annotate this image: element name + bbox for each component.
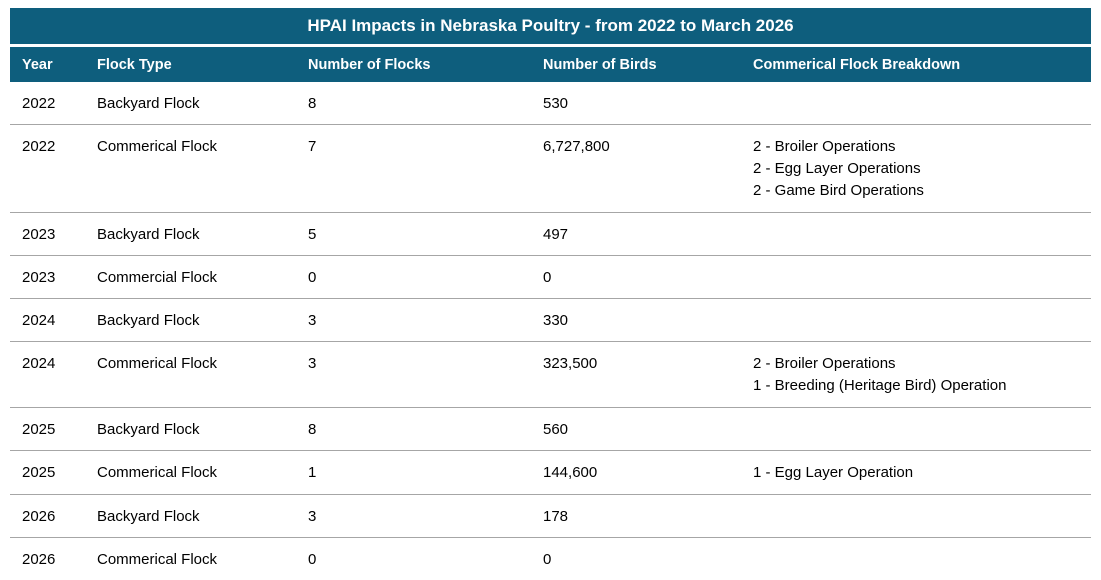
num-birds-cell: 530 (543, 95, 569, 112)
table-row: 2026 Commerical Flock 0 0 (10, 538, 1091, 580)
table-title: HPAI Impacts in Nebraska Poultry - from … (10, 8, 1091, 44)
flock-type-cell: Backyard Flock (97, 95, 200, 112)
num-birds-cell: 0 (543, 269, 552, 286)
breakdown-line: 2 - Broiler Operations (753, 355, 896, 372)
year-cell: 2023 (22, 269, 56, 286)
table-row: 2023 Commercial Flock 0 0 (10, 256, 1091, 299)
year-cell: 2022 (22, 95, 56, 112)
column-header-breakdown: Commerical Flock Breakdown (753, 56, 961, 73)
num-flocks-cell: 8 (308, 95, 317, 112)
num-birds-cell: 178 (543, 508, 569, 525)
table-row: 2026 Backyard Flock 3 178 (10, 495, 1091, 538)
breakdown-cell: 2 - Broiler Operations 1 - Breeding (Heri… (753, 353, 1091, 397)
column-header-flock-type: Flock Type (97, 56, 172, 73)
table-header-row: Year Flock Type Number of Flocks Number … (10, 47, 1091, 82)
table-body: 2022 Backyard Flock 8 530 2022 Commerical Flo… (10, 82, 1091, 580)
flock-type-cell: Commerical Flock (97, 464, 218, 481)
table-row: 2025 Commerical Flock 1 144,600 1 - Egg Laye… (10, 451, 1091, 495)
year-cell: 2024 (22, 312, 56, 329)
flock-type-cell: Backyard Flock (97, 226, 200, 243)
num-birds-cell: 323,500 (543, 355, 598, 372)
num-birds-cell: 144,600 (543, 464, 598, 481)
flock-type-cell: Backyard Flock (97, 508, 200, 525)
flock-type-cell: Commerical Flock (97, 138, 218, 155)
num-flocks-cell: 0 (308, 551, 317, 568)
year-cell: 2022 (22, 138, 56, 155)
flock-type-cell: Commercial Flock (97, 269, 218, 286)
year-cell: 2026 (22, 551, 56, 568)
num-flocks-cell: 3 (308, 355, 317, 372)
year-cell: 2026 (22, 508, 56, 525)
flock-type-cell: Commerical Flock (97, 355, 218, 372)
flock-type-cell: Commerical Flock (97, 551, 218, 568)
year-cell: 2023 (22, 226, 56, 243)
column-header-num-birds: Number of Birds (543, 56, 657, 73)
num-birds-cell: 560 (543, 421, 569, 438)
table-row: 2022 Commerical Flock 7 6,727,800 2 - Broile… (10, 125, 1091, 213)
table-row: 2022 Backyard Flock 8 530 (10, 82, 1091, 125)
year-cell: 2025 (22, 421, 56, 438)
hpai-table: HPAI Impacts in Nebraska Poultry - from … (10, 8, 1091, 580)
num-flocks-cell: 0 (308, 269, 317, 286)
num-birds-cell: 330 (543, 312, 569, 329)
num-flocks-cell: 3 (308, 508, 317, 525)
breakdown-cell: 2 - Broiler Operations 2 - Egg Layer Oper… (753, 136, 1091, 202)
year-cell: 2024 (22, 355, 56, 372)
breakdown-line: 2 - Game Bird Operations (753, 182, 924, 199)
breakdown-line: 1 - Egg Layer Operation (753, 464, 914, 481)
table-row: 2024 Backyard Flock 3 330 (10, 299, 1091, 342)
table-row: 2023 Backyard Flock 5 497 (10, 213, 1091, 256)
flock-type-cell: Backyard Flock (97, 312, 200, 329)
breakdown-line: 2 - Broiler Operations (753, 138, 896, 155)
column-header-num-flocks: Number of Flocks (308, 56, 431, 73)
column-header-year: Year (22, 56, 53, 73)
breakdown-cell: 1 - Egg Layer Operation (753, 462, 1091, 484)
num-flocks-cell: 8 (308, 421, 317, 438)
num-birds-cell: 0 (543, 551, 552, 568)
table-row: 2024 Commerical Flock 3 323,500 2 - Broiler … (10, 342, 1091, 408)
breakdown-line: 1 - Breeding (Heritage Bird) Operation (753, 377, 1007, 394)
flock-type-cell: Backyard Flock (97, 421, 200, 438)
num-birds-cell: 497 (543, 226, 569, 243)
num-birds-cell: 6,727,800 (543, 138, 610, 155)
num-flocks-cell: 7 (308, 138, 317, 155)
num-flocks-cell: 1 (308, 464, 317, 481)
year-cell: 2025 (22, 464, 56, 481)
breakdown-line: 2 - Egg Layer Operations (753, 160, 921, 177)
num-flocks-cell: 3 (308, 312, 317, 329)
num-flocks-cell: 5 (308, 226, 317, 243)
table-row: 2025 Backyard Flock 8 560 (10, 408, 1091, 451)
